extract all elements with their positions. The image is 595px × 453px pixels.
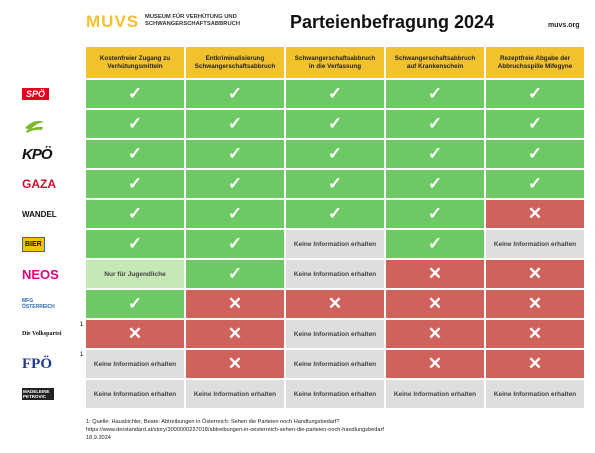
party-logo: MADELEINE PETROVIC [22, 380, 82, 408]
status-cell: ✓ [386, 170, 484, 198]
status-cell: Keine Information erhalten [386, 380, 484, 408]
status-cell: ✓ [386, 230, 484, 258]
party-logo-shape [25, 120, 44, 133]
party-name: BIER [22, 236, 45, 252]
status-cell: Keine Information erhalten [286, 380, 384, 408]
status-cell: ✓ [386, 80, 484, 108]
column-header: Rezeptfreie Abgabe der Abbruchsspille Mi… [486, 47, 584, 78]
footnote-mark: 1 [80, 322, 84, 328]
title: Parteienbefragung 2024 [290, 12, 495, 32]
party-logo: FPÖ [22, 350, 82, 378]
status-cell: Keine Information erhalten [86, 350, 184, 378]
party-name: MADELEINE PETROVIC [22, 388, 54, 400]
status-cell: ✓ [86, 80, 184, 108]
party-name: SPÖ [22, 88, 50, 100]
status-cell: ✓ [86, 170, 184, 198]
status-cell: ✓ [486, 110, 584, 138]
footnote-mark: 1 [80, 352, 84, 358]
status-cell: ✓ [386, 140, 484, 168]
party-logo: NEOS [22, 260, 82, 288]
status-cell: ✕ [286, 290, 384, 318]
status-cell: Keine Information erhalten [286, 350, 384, 378]
status-cell: ✕ [86, 320, 184, 348]
status-cell: ✕ [486, 200, 584, 228]
status-cell: ✓ [86, 110, 184, 138]
column-header: Entkriminalisierung Schwangerschaftsabbr… [186, 47, 284, 78]
party-name: GAZA [22, 177, 56, 191]
status-cell: Keine Information erhalten [486, 380, 584, 408]
column-header: Schwangerschaftsabbruch auf Krankenschei… [386, 47, 484, 78]
status-cell: ✕ [186, 290, 284, 318]
status-cell: ✕ [186, 320, 284, 348]
party-logo: Die Volkspartei [22, 320, 82, 348]
status-cell: ✕ [386, 320, 484, 348]
status-cell: ✓ [186, 170, 284, 198]
status-cell: ✕ [486, 290, 584, 318]
party-logo: WANDEL [22, 200, 82, 228]
status-cell: ✓ [286, 170, 384, 198]
status-cell: Keine Information erhalten [186, 380, 284, 408]
logo-line: MUSEUM FÜR VERHÜTUNG UND [145, 14, 237, 20]
status-cell: ✓ [186, 230, 284, 258]
status-cell: ✓ [286, 140, 384, 168]
status-cell: ✓ [286, 110, 384, 138]
status-cell: ✕ [386, 290, 484, 318]
status-cell: ✓ [486, 80, 584, 108]
party-name: FPÖ [22, 355, 52, 372]
status-cell: Keine Information erhalten [286, 320, 384, 348]
logo: MUVS [86, 12, 140, 31]
status-cell: ✓ [186, 200, 284, 228]
website: muvs.org [548, 22, 580, 29]
party-name: MFG ÖSTERREICH [22, 298, 55, 310]
column-header: Schwangerschaftsabbruch in die Verfassun… [286, 47, 384, 78]
footer: 1: Quelle: Hausbichler, Beate: Abtreibun… [86, 418, 384, 442]
status-cell: ✕ [486, 320, 584, 348]
party-logo: KPÖ [22, 140, 82, 168]
party-logo: BIER [22, 230, 82, 258]
status-cell: ✓ [186, 110, 284, 138]
status-cell: ✕ [486, 260, 584, 288]
footer-line: 18.9.2024 [86, 435, 111, 441]
party-logo: GAZA [22, 170, 82, 198]
status-cell: Keine Information erhalten [486, 230, 584, 258]
status-cell: ✓ [86, 200, 184, 228]
party-name: NEOS [22, 266, 59, 282]
status-cell: Keine Information erhalten [86, 380, 184, 408]
status-cell: ✕ [386, 260, 484, 288]
status-cell: ✓ [486, 140, 584, 168]
status-cell: ✓ [186, 140, 284, 168]
party-logo: MFG ÖSTERREICH [22, 290, 82, 318]
party-name: Die Volkspartei [22, 331, 62, 337]
status-cell: ✓ [186, 80, 284, 108]
footer-line: 1: Quelle: Hausbichler, Beate: Abtreibun… [86, 419, 340, 425]
status-cell: Nur für Jugendliche [86, 260, 184, 288]
status-cell: ✓ [86, 140, 184, 168]
status-cell: ✕ [386, 350, 484, 378]
logo-subtitle: MUSEUM FÜR VERHÜTUNG UND SCHWANGERSCHAFT… [145, 14, 240, 28]
status-cell: ✓ [286, 200, 384, 228]
status-cell: ✓ [86, 290, 184, 318]
footer-line: https://www.derstandard.at/story/3000000… [86, 427, 384, 433]
status-cell: ✓ [386, 110, 484, 138]
status-cell: Keine Information erhalten [286, 260, 384, 288]
status-cell: ✕ [186, 350, 284, 378]
party-name: WANDEL [22, 209, 57, 219]
column-header: Kostenfreier Zugang zu Verhütungsmitteln [86, 47, 184, 78]
logo-line: SCHWANGERSCHAFTSABBRUCH [145, 21, 241, 27]
status-cell: ✕ [486, 350, 584, 378]
party-name: KPÖ [22, 145, 52, 163]
party-logo [22, 110, 82, 138]
status-cell: ✓ [186, 260, 284, 288]
status-cell: ✓ [286, 80, 384, 108]
status-cell: Keine Information erhalten [286, 230, 384, 258]
status-cell: ✓ [386, 200, 484, 228]
party-logo: SPÖ [22, 80, 82, 108]
status-cell: ✓ [486, 170, 584, 198]
status-cell: ✓ [86, 230, 184, 258]
